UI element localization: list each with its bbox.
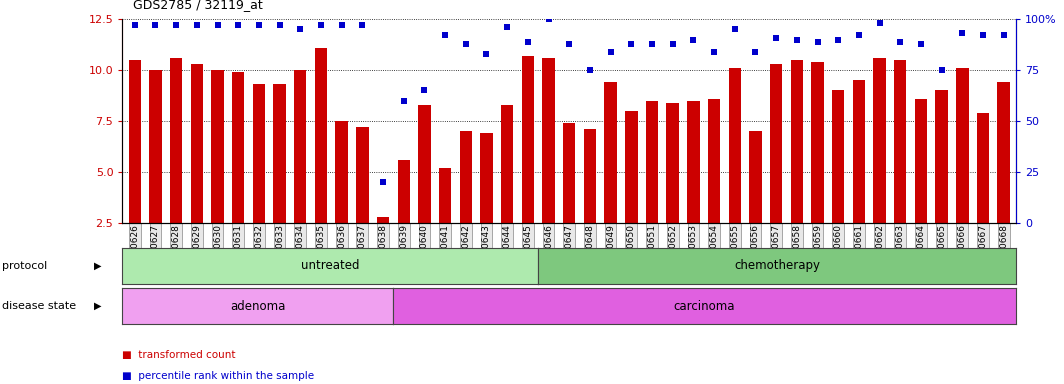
Text: ▶: ▶ — [94, 301, 101, 311]
Point — [127, 22, 144, 28]
Bar — [315, 48, 327, 223]
Point — [767, 35, 784, 41]
Point — [250, 22, 267, 28]
Bar — [480, 133, 493, 223]
Bar — [811, 62, 824, 223]
Point — [292, 26, 309, 33]
Point — [705, 49, 722, 55]
Bar — [501, 105, 513, 223]
Bar — [852, 80, 865, 223]
Point — [561, 41, 578, 47]
Point — [685, 36, 702, 43]
Text: protocol: protocol — [2, 261, 48, 271]
Point — [995, 32, 1012, 38]
Bar — [170, 58, 182, 223]
Text: ▶: ▶ — [94, 261, 101, 271]
Bar — [770, 64, 782, 223]
Point — [188, 22, 205, 28]
Bar — [438, 168, 451, 223]
Bar — [915, 99, 927, 223]
Bar — [190, 64, 203, 223]
Point — [168, 22, 185, 28]
Bar — [791, 60, 803, 223]
Point — [375, 179, 392, 185]
Bar — [294, 70, 306, 223]
Bar — [149, 70, 162, 223]
Text: GDS2785 / 32119_at: GDS2785 / 32119_at — [133, 0, 263, 12]
Point — [478, 51, 495, 57]
Bar — [253, 84, 265, 223]
Bar — [129, 60, 140, 223]
Point — [436, 32, 453, 38]
Bar — [977, 113, 990, 223]
Bar — [563, 123, 576, 223]
Point — [333, 22, 350, 28]
Text: ■  transformed count: ■ transformed count — [122, 350, 236, 360]
Point — [664, 41, 681, 47]
Bar — [894, 60, 907, 223]
Point — [953, 30, 970, 36]
Point — [975, 32, 992, 38]
Text: adenoma: adenoma — [230, 300, 285, 313]
Point — [622, 41, 639, 47]
Point — [395, 98, 412, 104]
Point — [458, 41, 475, 47]
Point — [644, 41, 661, 47]
Point — [499, 24, 516, 30]
Point — [809, 38, 826, 45]
Bar — [335, 121, 348, 223]
Point — [913, 41, 930, 47]
Bar — [997, 82, 1010, 223]
Bar — [460, 131, 472, 223]
Point — [147, 22, 164, 28]
Point — [519, 38, 536, 45]
Bar — [646, 101, 659, 223]
Bar — [377, 217, 389, 223]
Point — [871, 20, 888, 26]
Point — [830, 36, 847, 43]
Point — [230, 22, 247, 28]
Point — [541, 16, 558, 22]
Text: untreated: untreated — [301, 260, 360, 272]
Text: carcinoma: carcinoma — [674, 300, 735, 313]
Bar — [356, 127, 368, 223]
Bar — [604, 82, 617, 223]
Point — [313, 22, 330, 28]
Point — [416, 88, 433, 94]
Bar — [212, 70, 223, 223]
Point — [892, 38, 909, 45]
Point — [602, 49, 619, 55]
Point — [271, 22, 288, 28]
Bar — [935, 91, 948, 223]
Bar — [708, 99, 720, 223]
Point — [747, 49, 764, 55]
Bar — [398, 160, 410, 223]
Bar — [687, 101, 699, 223]
Point — [933, 67, 950, 73]
Bar — [957, 68, 968, 223]
Bar — [874, 58, 885, 223]
Bar — [521, 56, 534, 223]
Point — [727, 26, 744, 33]
Point — [581, 67, 598, 73]
Text: chemotherapy: chemotherapy — [734, 260, 820, 272]
Bar — [625, 111, 637, 223]
Bar — [729, 68, 741, 223]
Bar — [666, 103, 679, 223]
Text: disease state: disease state — [2, 301, 77, 311]
Bar — [273, 84, 286, 223]
Point — [850, 32, 867, 38]
Point — [788, 36, 805, 43]
Point — [209, 22, 226, 28]
Point — [354, 22, 371, 28]
Text: ■  percentile rank within the sample: ■ percentile rank within the sample — [122, 371, 315, 381]
Bar — [832, 91, 845, 223]
Bar — [418, 105, 431, 223]
Bar — [232, 72, 245, 223]
Bar — [584, 129, 596, 223]
Bar — [749, 131, 762, 223]
Bar — [543, 58, 554, 223]
